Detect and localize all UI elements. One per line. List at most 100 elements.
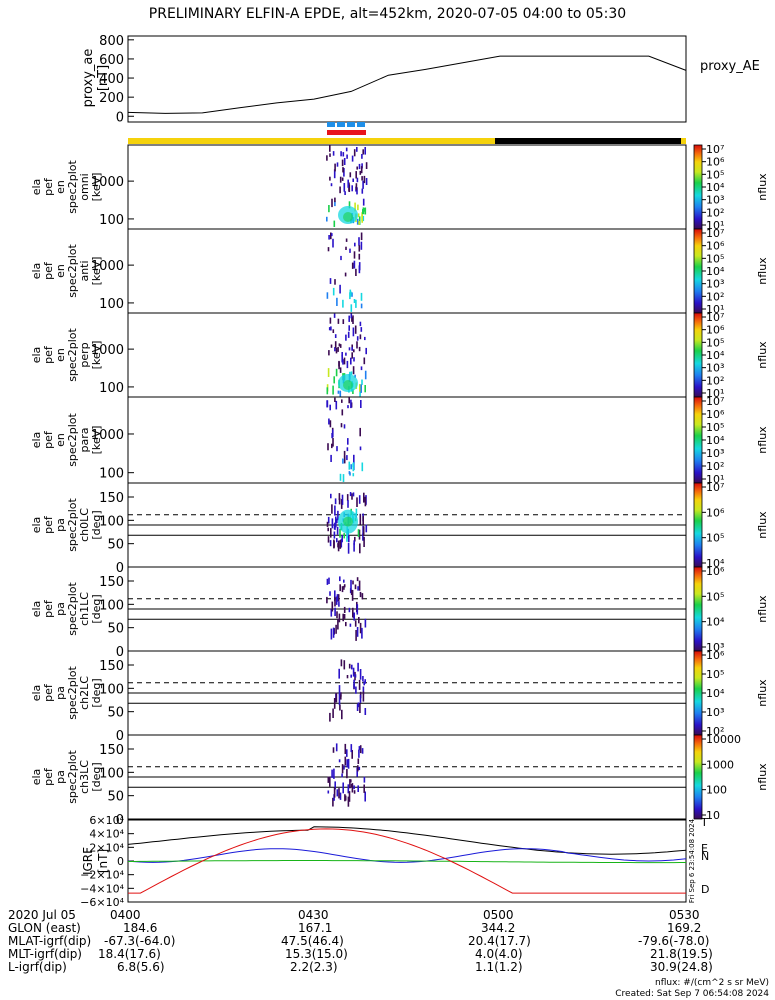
spectrogram-cell (335, 516, 337, 528)
spectrogram-cell (343, 533, 345, 539)
spectrogram-cell (337, 618, 339, 630)
igrf-east-line (128, 860, 686, 864)
igrf-tick-label: −2×10⁴ (80, 869, 124, 882)
footer-cell: 4.0(4.0) (475, 947, 523, 961)
spectrogram-cell (360, 303, 363, 309)
axis-label-line: ela (30, 601, 43, 618)
panel-frame (127, 228, 687, 314)
spectrogram-cell (330, 493, 332, 499)
colorbar (693, 482, 703, 568)
spectrogram-cell (348, 201, 351, 209)
colorbar-tick-label: 10³ (706, 362, 724, 375)
spectrogram-cell (361, 748, 364, 754)
tick-label: 150 (99, 491, 124, 506)
spectrogram-cell (353, 260, 356, 269)
created-note: Created: Sat Sep 7 06:54:08 2024 (615, 989, 769, 999)
spectrogram-cell (330, 326, 332, 331)
spectrogram-cell (360, 292, 363, 301)
spectrogram-cell (332, 329, 335, 333)
axis-label-line: spec2plot (66, 413, 79, 467)
spectrogram-cell (349, 292, 351, 300)
spectrogram-cell (338, 613, 341, 623)
colorbar-tick-label: 1000 (706, 758, 734, 771)
spectrogram-cell (356, 187, 358, 195)
spectrogram-cell (364, 207, 367, 215)
spectrogram-cell (330, 454, 332, 462)
spectrogram-cell (357, 702, 360, 708)
tick-label: 0 (116, 561, 124, 576)
spectrogram-cell (329, 591, 331, 596)
axis-label-line: spec2plot (66, 666, 79, 720)
colorbar-tick-label: 10⁵ (706, 252, 724, 265)
spectrogram-cell (347, 405, 349, 409)
spectrogram-cell (361, 163, 363, 169)
colorbar-tick-label: 10⁶ (706, 506, 725, 519)
tick-label: 1000 (91, 428, 124, 443)
spectrogram-cell (361, 593, 364, 600)
spectrogram-cell (346, 360, 349, 369)
spectrogram-cell (360, 384, 362, 393)
science-zone-segment (337, 122, 345, 127)
footer-row-glon: GLON (east) 184.6 167.1 344.2 169.2 (0, 921, 775, 935)
tick-label: 50 (107, 790, 124, 805)
colorbar-tick-label: 10² (706, 206, 724, 219)
spectrogram-cell (334, 498, 337, 505)
spectrogram-cell (363, 175, 366, 184)
spectrogram-cell (329, 153, 331, 157)
spectrogram-cell (359, 622, 362, 634)
axis-label-line: pa (54, 686, 67, 700)
spectrogram-cell (336, 611, 338, 619)
spectrogram-cell (352, 607, 354, 618)
footer-cell: 184.6 (123, 921, 158, 935)
spectrogram-cell (331, 504, 333, 514)
spectrogram-cell (358, 216, 361, 225)
spectrogram-cell (341, 355, 343, 363)
panel-frame (127, 312, 687, 398)
igrf-tick-label: 0 (117, 855, 124, 868)
axis-label-line: pef (42, 345, 55, 364)
spectrogram-cell (358, 253, 361, 260)
spectrogram-cell (345, 622, 347, 627)
spectrogram-cell (326, 387, 329, 395)
spectrogram-cell (339, 704, 341, 711)
spectrogram-cell (339, 284, 341, 294)
spectrogram-cell (355, 268, 357, 276)
spectrogram-cell (327, 516, 330, 524)
panel-ela_pef_pa_spec2plot_ch3LC: 150 100 50 0 ela pef pa spec2plot ch3LC [deg] 1000… (30, 733, 769, 828)
spectrogram-cell (334, 347, 336, 352)
spectrogram-cell (343, 158, 346, 165)
colorbar-tick-label: 10⁶ (706, 408, 725, 421)
spectrogram-cell (362, 533, 364, 541)
colorbar-tick-label: 10 (706, 809, 720, 822)
axis-label-line: spec2plot (66, 160, 79, 214)
spectrogram-cell (326, 155, 328, 161)
axis-label-line: ch1LC (78, 592, 91, 626)
spectrogram-cell (338, 343, 341, 347)
spectrogram-cell (359, 745, 362, 754)
igrf-tick-label: −6×10⁴ (80, 896, 124, 906)
spectrogram-cell (332, 151, 335, 156)
axis-label-line: ela (30, 179, 43, 196)
axis-label-line: pa (54, 518, 67, 532)
axis-label-line: pef (42, 515, 55, 534)
spectrogram-cell (348, 461, 351, 470)
colorbar-tick-label: 10³ (706, 194, 724, 207)
ae-axis-label: proxy_ae (81, 49, 96, 108)
spectrogram-cell (353, 299, 356, 303)
spectrogram-cell (354, 242, 356, 247)
spectrogram-cell (351, 783, 354, 793)
colorbar-tick-label: 10² (706, 460, 724, 473)
spectrogram-cell (347, 500, 349, 508)
axis-label-line: [deg] (90, 678, 103, 707)
spectrogram-cell (329, 712, 331, 722)
spectrogram-cell (333, 787, 336, 798)
spectrogram-cell (359, 170, 362, 175)
igrf-tick-label: −4×10⁴ (80, 882, 124, 895)
spectrogram-cell (341, 709, 343, 720)
spectrogram-cell (347, 438, 349, 445)
axis-label-line: ela (30, 263, 43, 280)
colorbar (693, 734, 703, 820)
science-zone-segment (357, 122, 365, 127)
